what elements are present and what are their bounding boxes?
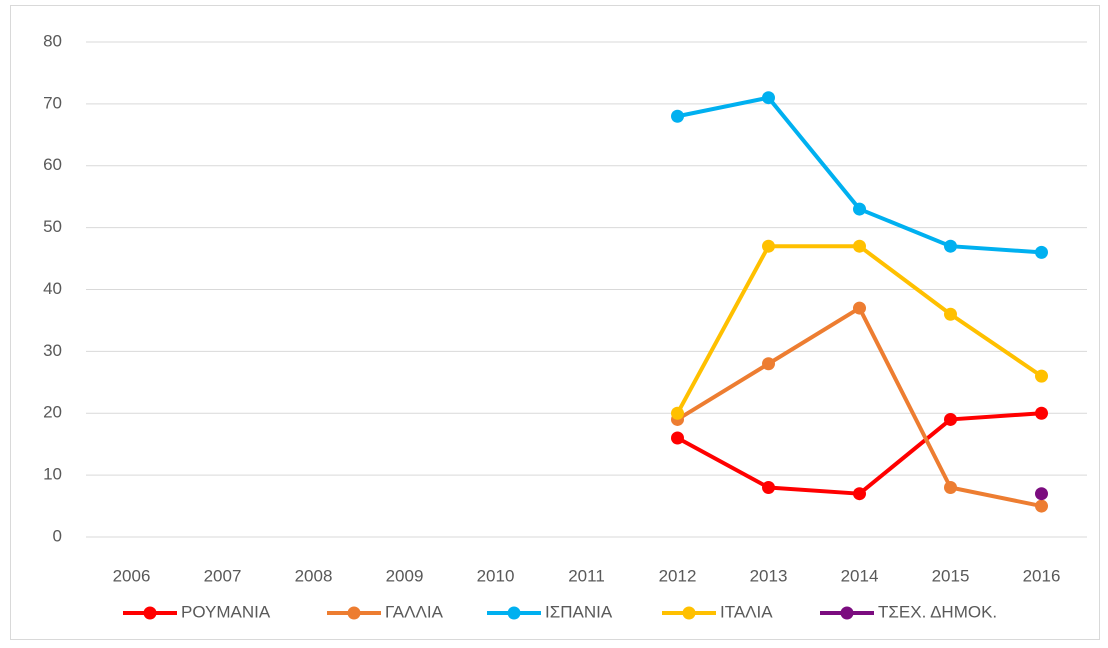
series-marker xyxy=(1035,245,1048,259)
legend-label: ΙΤΑΛΙΑ xyxy=(720,602,773,621)
series-marker xyxy=(944,239,957,253)
series-marker xyxy=(762,357,775,371)
y-tick-label: 30 xyxy=(43,341,62,360)
series-marker xyxy=(853,202,866,216)
series-marker xyxy=(944,481,957,494)
x-tick-label: 2015 xyxy=(932,566,970,585)
series-marker xyxy=(1035,499,1048,513)
legend-swatch-marker xyxy=(682,606,696,620)
series-marker xyxy=(1035,487,1048,501)
x-tick-label: 2007 xyxy=(204,566,242,585)
series-marker xyxy=(1035,406,1048,420)
series-marker xyxy=(762,481,775,494)
series-marker xyxy=(671,431,684,445)
series-marker xyxy=(944,307,957,321)
x-tick-label: 2010 xyxy=(477,566,515,585)
series-marker xyxy=(762,239,775,253)
x-tick-label: 2008 xyxy=(295,566,333,585)
y-tick-label: 60 xyxy=(43,155,62,174)
x-tick-label: 2012 xyxy=(659,566,697,585)
y-tick-label: 0 xyxy=(53,526,62,545)
legend-swatch-marker xyxy=(507,606,521,620)
legend-label: ΤΣΕΧ. ΔΗΜΟΚ. xyxy=(878,602,997,621)
legend-swatch-marker xyxy=(347,606,361,620)
x-tick-label: 2006 xyxy=(113,566,151,585)
series-marker xyxy=(853,301,866,315)
legend-swatch-marker xyxy=(143,606,157,620)
x-tick-label: 2014 xyxy=(841,566,879,585)
y-tick-label: 20 xyxy=(43,403,62,422)
chart-frame xyxy=(10,5,1100,640)
series-marker xyxy=(671,406,684,420)
y-tick-label: 70 xyxy=(43,93,62,112)
y-tick-label: 40 xyxy=(43,279,62,298)
series-marker xyxy=(671,109,684,123)
series-marker xyxy=(853,487,866,501)
series-marker xyxy=(1035,369,1048,383)
y-tick-label: 10 xyxy=(43,465,62,484)
series-marker xyxy=(853,239,866,253)
legend-label: ΡΟΥΜΑΝΙΑ xyxy=(181,602,271,621)
x-tick-label: 2016 xyxy=(1023,566,1061,585)
x-tick-label: 2011 xyxy=(568,566,605,585)
series-marker xyxy=(762,91,775,105)
x-tick-label: 2013 xyxy=(750,566,788,585)
legend-label: ΓΑΛΛΙΑ xyxy=(385,602,444,621)
legend-label: ΙΣΠΑΝΙΑ xyxy=(545,602,613,621)
legend-swatch-marker xyxy=(840,606,854,620)
y-tick-label: 80 xyxy=(43,31,62,50)
y-tick-label: 50 xyxy=(43,217,62,236)
series-marker xyxy=(944,412,957,426)
x-tick-label: 2009 xyxy=(386,566,424,585)
